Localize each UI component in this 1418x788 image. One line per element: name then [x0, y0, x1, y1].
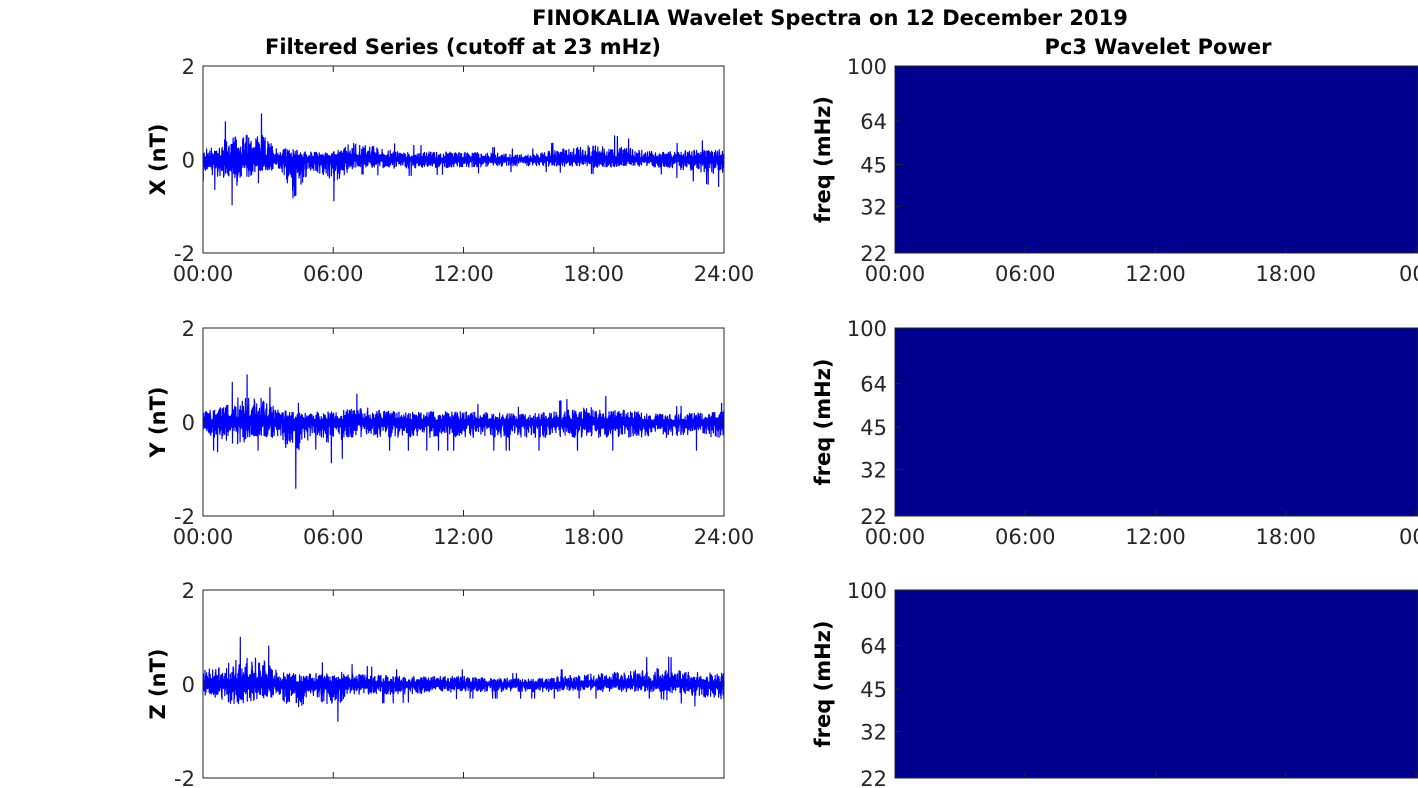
- y-tick-label: -2: [174, 767, 195, 788]
- figure-title: FINOKALIA Wavelet Spectra on 12 December…: [532, 6, 1128, 30]
- right-column-title: Pc3 Wavelet Power: [1045, 35, 1273, 59]
- y-tick-label: 100: [847, 55, 887, 79]
- y-tick-label: 45: [860, 154, 887, 178]
- y-tick-label: 32: [860, 720, 887, 744]
- y-axis-label: X (nT): [146, 124, 170, 196]
- y-tick-label: 45: [860, 416, 887, 440]
- y-tick-label: -2: [174, 242, 195, 266]
- y-tick-label: 0: [182, 149, 195, 173]
- x-tick-label: 00: [1399, 262, 1418, 286]
- panels-group: -2 0 2 00:00 06:00 12:00 18:00 24:00 X (nT) -2 0 2 0…: [146, 55, 1418, 788]
- y-tick-label: 0: [182, 411, 195, 435]
- y-tick-label: 22: [860, 505, 887, 529]
- y-tick-label: 32: [860, 458, 887, 482]
- x-tick-label: 06:00: [995, 262, 1056, 286]
- x-tick-label: 06:00: [303, 262, 364, 286]
- x-tick-label: 18:00: [563, 525, 624, 549]
- plot-frame: [894, 327, 1418, 517]
- y-tick-label: 64: [860, 110, 887, 134]
- y-tick-label: 22: [860, 242, 887, 266]
- x-tick-label: 00:00: [865, 525, 926, 549]
- y-axis-label: Y (nT): [146, 387, 170, 459]
- y-tick-label: 45: [860, 678, 887, 702]
- wavelet-power-fill: [895, 590, 1418, 778]
- plot-frame: [894, 65, 1418, 254]
- series-line-x: [202, 113, 725, 206]
- line-panel-z: -2 0 2 Z (nT): [146, 579, 725, 788]
- y-tick-label: 0: [182, 673, 195, 697]
- y-tick-label: 2: [182, 55, 195, 79]
- y-tick-label: 2: [182, 317, 195, 341]
- series-line-z: [202, 636, 725, 722]
- y-tick-label: 22: [860, 767, 887, 788]
- x-tick-label: 12:00: [1125, 525, 1186, 549]
- x-tick-label: 18:00: [1255, 262, 1316, 286]
- series-line-y: [202, 374, 725, 489]
- plot-frame: [894, 589, 1418, 779]
- y-axis-label: freq (mHz): [811, 621, 835, 748]
- x-tick-label: 24:00: [694, 525, 755, 549]
- left-column-title: Filtered Series (cutoff at 23 mHz): [265, 35, 661, 59]
- x-tick-label: 06:00: [995, 525, 1056, 549]
- y-tick-label: 2: [182, 579, 195, 603]
- x-tick-label: 00: [1399, 525, 1418, 549]
- y-tick-label: 64: [860, 372, 887, 396]
- y-tick-label: -2: [174, 505, 195, 529]
- line-panel-y: -2 0 2 00:00 06:00 12:00 18:00 24:00 Y (nT): [146, 317, 754, 549]
- x-tick-label: 18:00: [563, 262, 624, 286]
- y-axis-label: freq (mHz): [811, 359, 835, 486]
- y-tick-label: 64: [860, 634, 887, 658]
- y-tick-label: 100: [847, 317, 887, 341]
- heatmap-panel-3: 100 64 45 32 22 freq (mHz): [811, 579, 1418, 788]
- x-tick-label: 00:00: [865, 262, 926, 286]
- y-axis-label: freq (mHz): [811, 96, 835, 223]
- x-tick-label: 12:00: [1125, 262, 1186, 286]
- line-panel-x: -2 0 2 00:00 06:00 12:00 18:00 24:00 X (nT): [146, 55, 754, 286]
- y-axis-label: Z (nT): [146, 648, 170, 719]
- y-tick-label: 32: [860, 196, 887, 220]
- wavelet-power-fill: [895, 328, 1418, 516]
- wavelet-power-fill: [895, 66, 1418, 253]
- x-tick-label: 12:00: [433, 525, 494, 549]
- x-tick-label: 18:00: [1255, 525, 1316, 549]
- x-tick-label: 12:00: [433, 262, 494, 286]
- x-tick-label: 24:00: [694, 262, 755, 286]
- x-tick-label: 00:00: [173, 525, 234, 549]
- x-tick-label: 00:00: [173, 262, 234, 286]
- x-tick-label: 06:00: [303, 525, 364, 549]
- y-tick-label: 100: [847, 579, 887, 603]
